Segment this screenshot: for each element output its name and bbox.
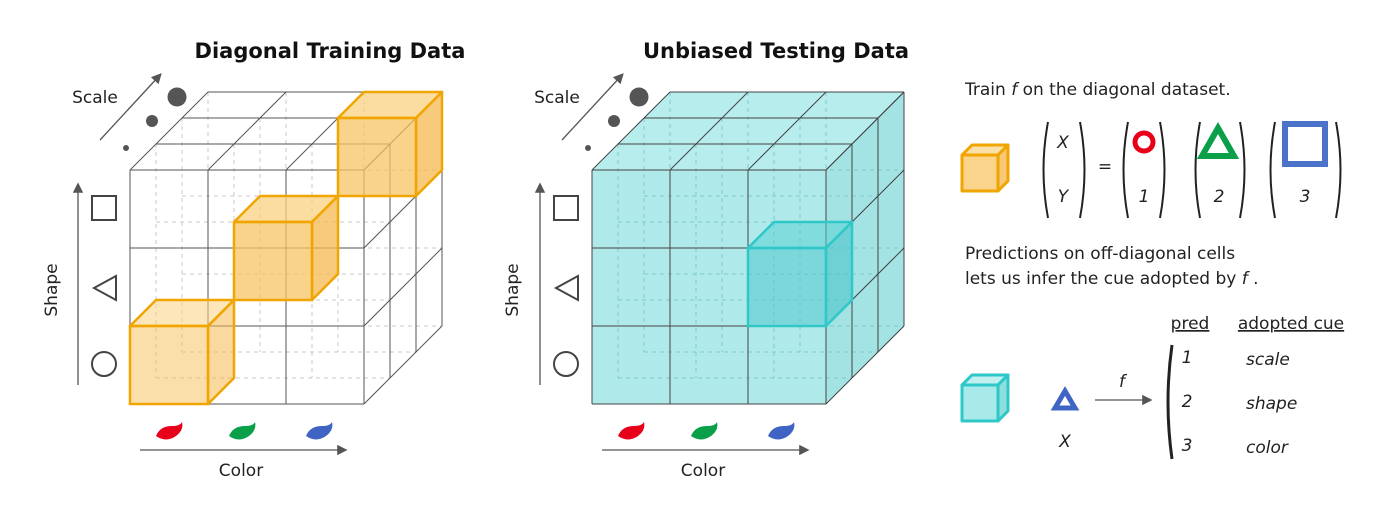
function: f [1119,372,1128,392]
grid-line [825,91,905,171]
triangle-icon [553,274,579,302]
grid-line [129,91,209,171]
cyan-cube-icon [960,373,1010,423]
yellow-cube [232,220,314,302]
grid-line [747,91,827,171]
scale-dot [123,145,129,151]
panel-title: Diagonal Training Data [195,39,466,63]
color-swatch [691,422,718,440]
scale-label: Scale [72,88,118,108]
cue: scale [1246,350,1290,370]
scale-dot [146,115,158,127]
bracket [1166,344,1174,460]
color-swatch [229,422,256,440]
label: 2 [1214,187,1225,207]
blue-square [1282,121,1328,167]
shape-label: Shape [42,263,62,316]
color-swatch [768,422,795,440]
scale-dot [585,145,591,151]
circle-icon [553,351,579,377]
grid-line [669,91,749,171]
predictions-text: Predictions on off-diagonal cells [965,244,1235,264]
vector-x: X [1056,133,1069,153]
color-label: Color [219,461,263,481]
cue: shape [1246,394,1297,414]
grid-line [363,247,443,327]
cue: color [1246,438,1289,458]
pred: 1 [1182,348,1193,368]
scale-axis [561,73,624,141]
table-header: adopted cue [1238,314,1344,334]
matrix-brackets [1042,121,1342,219]
square-icon [553,195,579,221]
scale-axis [99,73,162,141]
label: 1 [1139,187,1150,207]
square-icon [91,195,117,221]
highlight-cube [746,246,828,328]
grid-line [207,91,287,171]
pred: 2 [1182,392,1193,412]
input: X [1058,432,1071,452]
triangle-icon [91,274,117,302]
color-swatch [156,422,183,440]
shape-label: Shape [503,263,523,316]
color-swatch [306,422,333,440]
scale-label: Scale [534,88,580,108]
red-circle [1132,130,1156,154]
green-triangle [1196,121,1240,159]
equals: = [1098,157,1112,177]
color-label: Color [681,461,725,481]
table-header: pred [1171,314,1210,334]
panel-title: Unbiased Testing Data [643,39,909,63]
scale-dot [167,87,187,107]
blue-triangle [1050,386,1080,411]
grid-line [825,325,905,405]
vector-y: Y [1058,187,1070,207]
scale-dot [629,87,649,107]
scale-dot [608,115,620,127]
grid-line [363,325,443,405]
yellow-cube-icon [960,143,1010,193]
predictions-text: lets us infer the cue adopted by f . [965,269,1259,289]
circle-icon [91,351,117,377]
label: 3 [1300,187,1311,207]
yellow-cube [336,116,418,198]
grid-line [591,91,671,171]
yellow-cube [128,324,210,406]
color-swatch [618,422,645,440]
pred: 3 [1182,436,1193,456]
train-text: Train f on the diagonal dataset. [964,80,1231,100]
